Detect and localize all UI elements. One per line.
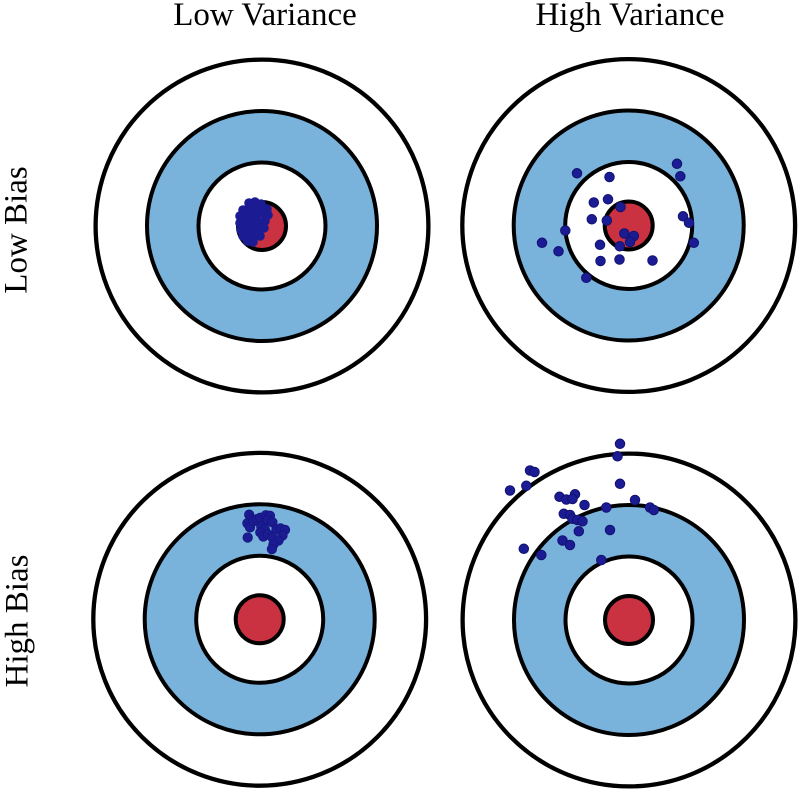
- svg-text:Low Variance: Low Variance: [173, 0, 357, 33]
- svg-text:Low Bias: Low Bias: [0, 166, 35, 293]
- svg-text:High Variance: High Variance: [535, 0, 724, 33]
- svg-text:High Bias: High Bias: [0, 555, 36, 688]
